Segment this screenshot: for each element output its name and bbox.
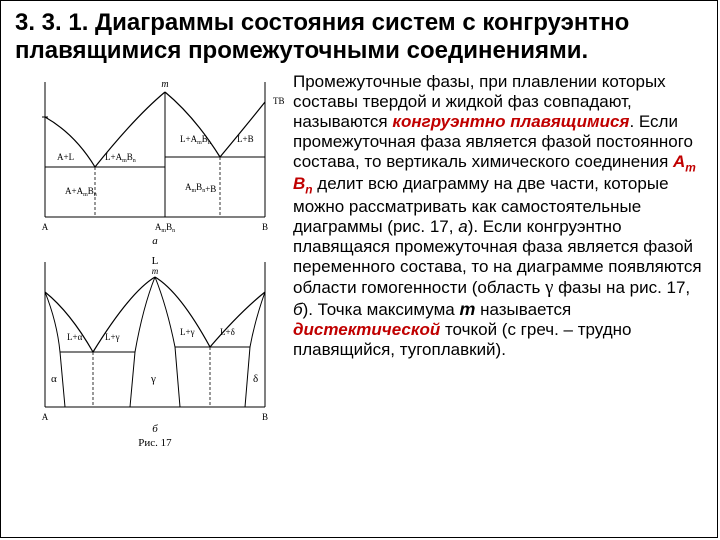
- m-point: m: [459, 299, 475, 319]
- field-Lg1: L+γ: [105, 332, 120, 342]
- t6: ). Точка максимума: [303, 300, 460, 319]
- t7: называется: [475, 300, 571, 319]
- axis-B-b: B: [262, 412, 268, 422]
- t5: фазы на рис. 17,: [553, 278, 690, 297]
- field-LAmBn2: L+AmBn: [105, 152, 136, 164]
- field-Ld: L+δ: [220, 327, 235, 337]
- axis-A: A: [42, 222, 49, 232]
- field-AAmBn: A+AmBn: [65, 186, 97, 198]
- field-Lg2: L+γ: [180, 327, 195, 337]
- field-LAmBn: L+AmBn: [180, 134, 211, 146]
- field-AL: A+L: [57, 152, 74, 162]
- axis-A-b: A: [42, 412, 49, 422]
- axis-AmBn: AmBn: [155, 222, 175, 234]
- label-m-b: m: [152, 266, 159, 276]
- greek-alpha: α: [51, 373, 57, 385]
- phase-diagram-b: L m L+α L+γ L+γ L+δ α γ δ A B б Рис. 17: [15, 252, 285, 452]
- figures-column: m TB L+AmBn L+B A+L L+AmBn A+AmBn AmBn+B…: [15, 72, 285, 457]
- caption-b: б: [152, 423, 158, 435]
- fig-b-ref: б: [293, 300, 303, 319]
- field-La: L+α: [67, 332, 83, 342]
- fig-a-ref: а: [458, 217, 467, 236]
- label-m: m: [161, 79, 168, 90]
- label-TB: TB: [273, 96, 285, 106]
- emph-congruent: конгруэнтно плавящимися: [392, 112, 629, 131]
- greek-gamma: γ: [150, 373, 156, 385]
- emph-dystectic: дистектической: [293, 320, 440, 339]
- field-AmBnB: AmBn+B: [185, 182, 216, 194]
- body-text: Промежуточные фазы, при плавлении которы…: [293, 72, 703, 457]
- fig-label: Рис. 17: [138, 437, 172, 449]
- axis-B: B: [262, 222, 268, 232]
- caption-a: а: [152, 235, 158, 247]
- phase-diagram-a: m TB L+AmBn L+B A+L L+AmBn A+AmBn AmBn+B…: [15, 72, 285, 247]
- greek-delta: δ: [253, 373, 258, 385]
- content-row: m TB L+AmBn L+B A+L L+AmBn A+AmBn AmBn+B…: [15, 72, 703, 457]
- page: 3. 3. 1. Диаграммы состояния систем с ко…: [0, 0, 718, 538]
- section-title: 3. 3. 1. Диаграммы состояния систем с ко…: [15, 9, 703, 66]
- field-LB: L+B: [237, 134, 254, 144]
